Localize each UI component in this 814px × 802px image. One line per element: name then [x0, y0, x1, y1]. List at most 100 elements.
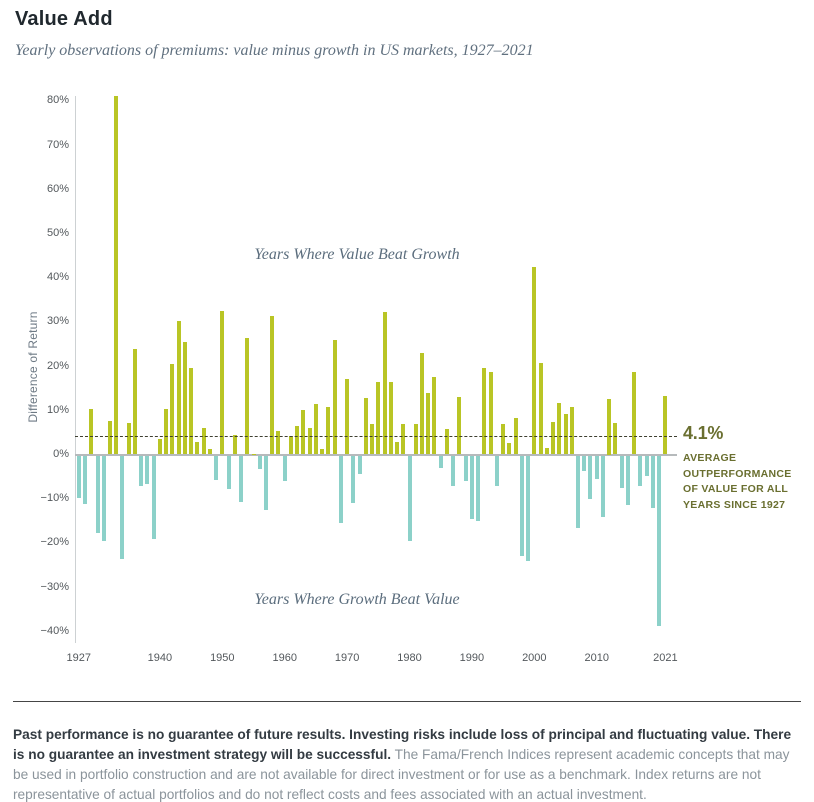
bar-1975: [376, 382, 381, 455]
bar-2018: [644, 455, 649, 476]
bar-2003: [551, 421, 556, 455]
bar-2009: [588, 455, 593, 500]
bar-1929: [89, 408, 94, 455]
bar-2017: [638, 455, 643, 487]
bar-1976: [382, 311, 387, 455]
bar-1977: [388, 382, 393, 455]
bar-1969: [338, 455, 343, 524]
y-tick-label: −10%: [40, 492, 69, 505]
bar-1944: [182, 341, 187, 455]
zero-baseline: [75, 453, 677, 456]
bar-1945: [189, 368, 194, 455]
x-tick-label: 1990: [459, 652, 485, 664]
x-tick-label: 1950: [210, 652, 235, 664]
bar-2002: [544, 448, 549, 455]
bar-1966: [320, 449, 325, 455]
bar-1967: [326, 406, 331, 455]
bar-2006: [569, 407, 574, 455]
bar-2021: [663, 396, 668, 455]
bar-2005: [563, 413, 568, 455]
disclaimer-regular: The Fama/French Indices represent academ…: [13, 746, 790, 802]
bar-1982: [420, 352, 424, 455]
bar-1949: [214, 455, 219, 480]
bar-1959: [276, 431, 281, 455]
bar-1956: [257, 455, 262, 469]
bar-1978: [395, 441, 400, 455]
bar-1950: [220, 310, 225, 455]
y-tick-label: 80%: [46, 94, 69, 107]
y-tick-label: 40%: [46, 271, 69, 284]
bar-1989: [463, 455, 468, 482]
bar-2010: [594, 455, 599, 480]
bar-1990: [469, 455, 474, 520]
bar-1960: [282, 455, 287, 482]
y-tick-label: 10%: [46, 403, 69, 416]
bar-1930: [95, 455, 100, 533]
bar-1986: [444, 428, 449, 455]
bar-2008: [582, 455, 587, 471]
bar-1940: [157, 439, 162, 455]
bar-1964: [307, 427, 312, 455]
bar-1958: [270, 316, 275, 455]
bar-1987: [451, 455, 456, 487]
bar-1992: [482, 367, 487, 455]
bar-1941: [164, 408, 169, 455]
bar-1947: [201, 428, 206, 455]
bar-1932: [108, 421, 112, 455]
bar-1952: [232, 435, 237, 455]
disclaimer-text: Past performance is no guarantee of futu…: [13, 725, 804, 802]
bar-1973: [363, 397, 368, 455]
bar-1980: [407, 455, 412, 541]
bar-1933: [114, 96, 119, 455]
growth-beat-value-label: Years Where Growth Beat Value: [254, 591, 460, 608]
bar-2013: [613, 423, 618, 455]
bar-1979: [401, 423, 406, 455]
x-tick-label: 2000: [522, 652, 547, 664]
average-dashed-line: [75, 436, 677, 438]
bar-1937: [139, 455, 144, 487]
x-tick-label: 1940: [147, 652, 173, 664]
bar-1981: [413, 423, 418, 455]
bar-1931: [101, 455, 106, 542]
x-tick-label: 1960: [272, 652, 297, 664]
bar-1996: [507, 442, 512, 455]
x-tick-label: 1970: [334, 652, 360, 664]
bar-2012: [607, 399, 612, 455]
bar-2007: [576, 455, 580, 528]
bar-1963: [301, 409, 306, 455]
bar-1954: [245, 338, 250, 455]
bar-1993: [488, 371, 493, 455]
bar-2000: [532, 266, 537, 455]
chart-subtitle: Yearly observations of premiums: value m…: [15, 42, 534, 59]
bar-2019: [650, 455, 655, 508]
bar-1985: [438, 455, 443, 469]
bar-2015: [625, 455, 630, 505]
bar-1955: [251, 453, 256, 455]
bar-1953: [239, 455, 244, 502]
page-title: Value Add: [15, 8, 113, 30]
y-tick-label: 20%: [46, 359, 69, 372]
y-tick-label: −30%: [40, 580, 69, 593]
y-tick-label: 0%: [53, 448, 69, 460]
bar-1998: [519, 455, 524, 556]
bar-1965: [313, 404, 318, 455]
bar-1970: [345, 379, 350, 455]
x-tick-label: 1927: [66, 652, 92, 664]
y-tick-label: 60%: [46, 182, 69, 195]
x-tick-label: 2010: [584, 652, 609, 664]
bar-1934: [120, 455, 125, 559]
bar-1957: [264, 455, 268, 511]
bar-2020: [657, 455, 662, 627]
bar-1942: [170, 363, 175, 455]
y-tick-label: −40%: [40, 624, 69, 637]
average-description-annotation: AVERAGE OUTPERFORMANCE OF VALUE FOR ALL …: [683, 452, 792, 511]
x-tick-label: 2021: [653, 652, 678, 664]
bar-1951: [226, 455, 231, 489]
x-tick-label: 1980: [397, 652, 422, 664]
bar-2016: [632, 372, 637, 455]
y-tick-label: 50%: [46, 227, 69, 239]
value-beat-growth-label: Years Where Value Beat Growth: [254, 246, 460, 263]
bar-1928: [83, 455, 88, 505]
footer-divider: [13, 701, 801, 702]
